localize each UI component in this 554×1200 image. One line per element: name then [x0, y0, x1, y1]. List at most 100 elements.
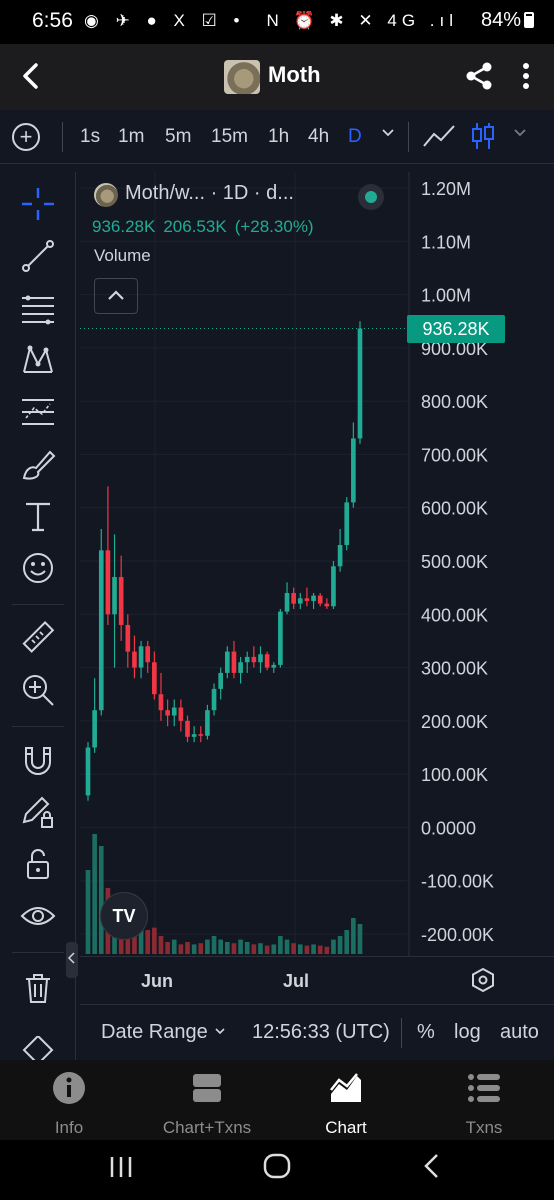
more-tools[interactable]	[18, 1036, 58, 1060]
time-label-jul: Jul	[283, 971, 310, 991]
candle-body	[98, 550, 104, 711]
volume-bar	[145, 930, 151, 954]
volume-bar	[211, 936, 217, 954]
market-status-indicator[interactable]	[358, 184, 384, 210]
recent-apps-button[interactable]	[101, 1150, 141, 1190]
volume-bar	[297, 944, 303, 954]
trend-line-icon	[22, 240, 54, 272]
toolbar-collapse-button[interactable]	[66, 942, 78, 978]
recent-apps-icon	[110, 1157, 132, 1177]
volume-bar	[158, 936, 164, 954]
ruler-icon	[22, 621, 55, 653]
interval-15m[interactable]: 15m	[211, 126, 248, 147]
nav-item-chart-txns[interactable]: Chart+Txns	[138, 1070, 276, 1138]
candle-body	[158, 694, 164, 711]
candle-body	[145, 646, 151, 663]
crosshair-tool[interactable]	[18, 184, 58, 224]
interval-1s[interactable]: 1s	[80, 126, 101, 147]
symbol-name[interactable]: Moth/w... · 1D · d...	[125, 182, 294, 204]
remove-drawings-tool[interactable]	[18, 968, 58, 1008]
volume-bar	[85, 870, 91, 954]
interval-dropdown-button[interactable]	[380, 124, 396, 145]
volume-bar	[224, 942, 230, 954]
candle-body	[178, 707, 184, 721]
drawing-toolbar	[0, 172, 76, 1060]
line-chart-type-button[interactable]	[422, 122, 456, 155]
hide-drawings-tool[interactable]	[18, 896, 58, 936]
trend-line-tool[interactable]	[18, 236, 58, 276]
home-button[interactable]	[257, 1150, 297, 1190]
nav-item-info[interactable]: Info	[0, 1070, 138, 1138]
text-tool[interactable]	[18, 496, 58, 536]
brush-tool[interactable]	[18, 444, 58, 484]
tool-divider	[12, 604, 64, 605]
time-axis[interactable]: Jun Jul	[80, 956, 554, 1004]
emoji-tool[interactable]	[18, 548, 58, 588]
tool-divider	[12, 726, 64, 727]
candle-body	[118, 576, 124, 625]
fib-retracement-tool[interactable]	[18, 288, 58, 328]
log-scale-toggle[interactable]: log	[454, 1021, 481, 1043]
legend-collapse-button[interactable]	[94, 278, 138, 314]
back-button[interactable]	[14, 58, 50, 94]
candle-chart-type-button[interactable]	[470, 121, 496, 156]
volume-bar	[251, 944, 257, 954]
lock-drawing-tool[interactable]	[18, 792, 58, 832]
share-button[interactable]	[463, 60, 495, 92]
candle-body	[198, 734, 204, 736]
interval-4h[interactable]: 4h	[308, 126, 330, 147]
crosshair-icon	[22, 188, 54, 220]
date-range-label: Date Range	[101, 1021, 208, 1043]
percent-scale-toggle[interactable]: %	[417, 1021, 435, 1043]
timezone-clock[interactable]: 12:56:33 (UTC)	[252, 1021, 390, 1043]
last-price: 936.28K	[92, 217, 156, 236]
info-icon	[53, 1072, 85, 1104]
candle-body	[344, 502, 350, 546]
candle-body	[351, 438, 356, 503]
interval-1m[interactable]: 1m	[118, 126, 145, 147]
battery-indicator: 84%	[481, 9, 534, 32]
pattern-tool[interactable]	[18, 340, 58, 380]
more-options-button[interactable]	[516, 60, 536, 92]
volume-bar	[331, 939, 336, 954]
system-navigation-bar	[0, 1140, 554, 1200]
lock-all-tool[interactable]	[18, 844, 58, 884]
chart-area[interactable]: 1.20M 1.10M 1.00M 900.00K 800.00K 700.00K 600.…	[80, 172, 554, 1060]
candle-body	[264, 654, 270, 668]
candle-body	[231, 651, 237, 673]
settings-icon[interactable]	[470, 967, 496, 993]
volume-bar	[344, 930, 350, 954]
price-tick-label: -200.00K	[421, 925, 494, 945]
tradingview-logo[interactable]: TV	[100, 892, 148, 940]
interval-1h[interactable]: 1h	[268, 126, 290, 147]
volume-bar	[191, 944, 197, 954]
volume-bar	[271, 944, 277, 954]
add-symbol-button[interactable]: +	[12, 123, 40, 151]
system-back-button[interactable]	[412, 1150, 452, 1190]
candle-body	[105, 550, 111, 615]
auto-scale-toggle[interactable]: auto	[500, 1021, 539, 1043]
interval-5m[interactable]: 5m	[165, 126, 192, 147]
volume-bar	[138, 918, 144, 954]
price-chart[interactable]: 1.20M 1.10M 1.00M 900.00K 800.00K 700.00K 600.…	[80, 172, 554, 956]
volume-bar	[337, 936, 343, 954]
nav-item-chart[interactable]: Chart	[277, 1070, 415, 1138]
unlock-icon	[27, 849, 49, 879]
zoom-in-tool[interactable]	[18, 670, 58, 710]
chart-type-dropdown-button[interactable]	[512, 124, 528, 145]
interval-d[interactable]: D	[348, 126, 362, 147]
forecast-tool[interactable]	[18, 392, 58, 432]
candle-body	[284, 592, 290, 612]
volume-bar	[92, 834, 97, 954]
price-tick-label: 700.00K	[421, 445, 488, 465]
battery-icon	[524, 12, 534, 28]
nav-item-txns[interactable]: Txns	[415, 1070, 553, 1138]
measure-tool[interactable]	[18, 618, 58, 658]
magnet-tool[interactable]	[18, 740, 58, 780]
volume-bar	[178, 944, 184, 954]
date-range-button[interactable]: Date Range	[101, 1021, 227, 1044]
price-tick-label: 1.00M	[421, 286, 471, 306]
candle-body	[211, 688, 217, 711]
volume-bar	[278, 936, 283, 954]
split-view-icon	[193, 1074, 221, 1102]
